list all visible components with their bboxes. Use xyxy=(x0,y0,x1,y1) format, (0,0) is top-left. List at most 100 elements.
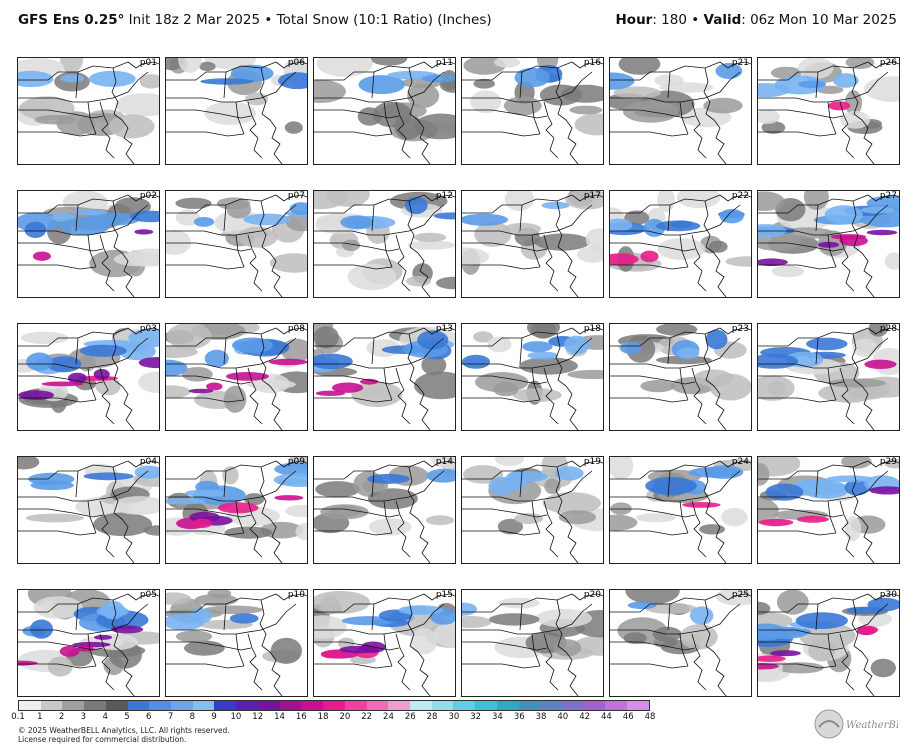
snow-map xyxy=(166,590,307,696)
state-border xyxy=(223,204,227,232)
state-border xyxy=(395,500,411,558)
heavy-snow-area xyxy=(138,357,159,369)
legend-tick-label: 10 xyxy=(230,712,242,722)
state-border xyxy=(166,508,252,518)
state-border xyxy=(861,385,875,430)
heavy-snow-area xyxy=(758,655,786,662)
state-border xyxy=(758,603,889,635)
light-snow-area xyxy=(166,229,192,255)
state-border xyxy=(610,264,689,270)
light-snow-area xyxy=(18,457,40,470)
state-border xyxy=(417,119,431,164)
state-border xyxy=(417,252,431,297)
state-border xyxy=(610,663,689,669)
member-label: p01 xyxy=(139,58,157,68)
heavy-snow-area xyxy=(72,641,111,648)
member-label: p17 xyxy=(583,191,601,201)
heavy-snow-area xyxy=(758,258,788,266)
state-border xyxy=(275,460,307,468)
state-border xyxy=(610,397,689,403)
state-border xyxy=(423,61,455,69)
moderate-snow-area xyxy=(417,330,449,350)
state-border xyxy=(395,234,411,292)
moderate-snow-area xyxy=(806,337,848,351)
moderate-snow-area xyxy=(433,212,455,220)
state-border xyxy=(371,71,375,99)
state-border xyxy=(610,603,741,635)
light-snow-area xyxy=(487,336,512,353)
light-snow-area xyxy=(558,510,597,525)
legend-tick-label: 38 xyxy=(535,712,547,722)
ensemble-panel-p21: p21 xyxy=(609,57,752,165)
moderate-snow-area xyxy=(826,475,874,483)
moderate-snow-area xyxy=(200,78,254,85)
state-border xyxy=(462,397,541,403)
state-border xyxy=(18,375,104,385)
light-snow-area xyxy=(530,324,556,339)
state-border xyxy=(166,375,252,385)
state-border xyxy=(758,204,889,236)
moderate-snow-area xyxy=(314,353,353,370)
snow-map xyxy=(462,457,603,563)
state-border xyxy=(719,194,751,202)
state-border xyxy=(18,508,104,518)
state-border xyxy=(314,470,445,502)
legend-color-swatch xyxy=(409,701,432,710)
member-label: p10 xyxy=(287,590,305,600)
light-snow-area xyxy=(19,96,75,121)
legend-color-swatch xyxy=(105,701,128,710)
legend-tick-label: 1 xyxy=(37,712,43,722)
moderate-snow-area xyxy=(367,473,410,484)
state-border xyxy=(111,67,123,121)
snow-map xyxy=(18,327,159,430)
light-snow-area xyxy=(635,513,676,523)
ensemble-panel-p02: p02 xyxy=(17,190,160,298)
moderate-snow-area xyxy=(204,349,229,368)
state-border xyxy=(259,67,271,121)
state-border xyxy=(713,119,727,164)
light-snow-area xyxy=(473,331,494,343)
state-border xyxy=(383,500,393,534)
snow-map xyxy=(462,593,603,696)
moderate-snow-area xyxy=(71,209,108,216)
snow-map xyxy=(166,194,307,297)
legend-tick-label: 46 xyxy=(622,712,634,722)
light-snow-area xyxy=(60,58,83,74)
light-snow-area xyxy=(25,513,85,523)
state-border xyxy=(99,234,115,292)
state-border xyxy=(667,204,671,232)
state-border xyxy=(719,460,751,468)
state-border xyxy=(166,460,277,480)
legend-tick-label: 22 xyxy=(361,712,373,722)
state-border xyxy=(166,641,252,651)
member-label: p30 xyxy=(879,590,897,600)
state-border xyxy=(827,234,837,268)
state-border xyxy=(758,397,837,403)
state-border xyxy=(247,367,263,425)
moderate-snow-area xyxy=(798,80,826,89)
state-border xyxy=(99,633,115,691)
heavy-snow-area xyxy=(866,229,898,236)
state-border xyxy=(99,101,115,159)
moderate-snow-area xyxy=(719,209,744,224)
legend-color-swatch xyxy=(40,701,63,710)
state-border xyxy=(867,194,899,202)
state-border xyxy=(383,234,393,268)
heavy-snow-area xyxy=(332,382,364,393)
state-border xyxy=(75,337,79,365)
state-border xyxy=(314,337,445,369)
snow-map xyxy=(314,324,455,430)
legend-ticks: 0.1 1 2 3 4 5 6 7 8 9 10 12 14 16 18 20 22 24 26 28 30 32 34 36… xyxy=(11,712,655,724)
moderate-snow-area xyxy=(24,221,47,238)
moderate-snow-area xyxy=(124,344,148,352)
light-snow-area xyxy=(569,105,603,115)
state-border xyxy=(861,518,875,563)
state-border xyxy=(827,101,837,135)
state-border xyxy=(166,337,297,369)
state-border xyxy=(407,333,419,387)
state-border xyxy=(462,264,541,270)
light-snow-area xyxy=(645,603,697,614)
snow-map xyxy=(18,590,159,696)
state-border xyxy=(815,337,819,365)
state-border xyxy=(127,327,159,335)
